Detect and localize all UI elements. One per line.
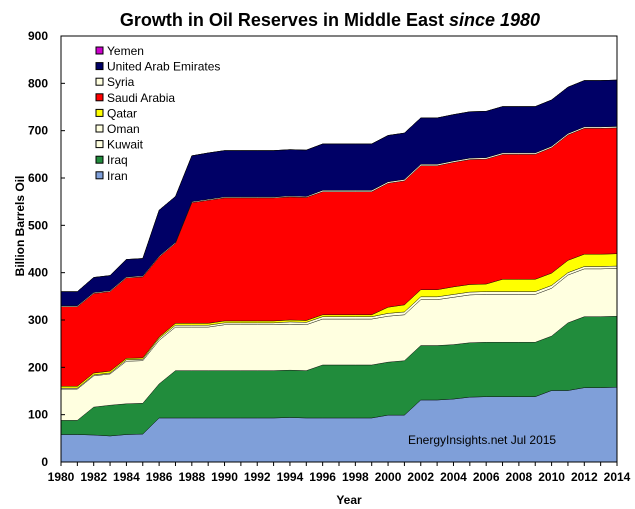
x-tick-label: 1980	[48, 470, 75, 484]
x-tick-label: 1982	[80, 470, 107, 484]
y-tick-label: 800	[28, 76, 48, 90]
x-tick-label: 2004	[440, 470, 467, 484]
y-tick-label: 300	[28, 313, 48, 327]
y-tick-label: 500	[28, 218, 48, 232]
x-tick-label: 2000	[375, 470, 402, 484]
y-axis-label: Billion Barrels Oil	[13, 176, 27, 277]
legend-swatch	[95, 155, 104, 164]
legend-label: Yemen	[107, 44, 144, 58]
x-tick-label: 2002	[407, 470, 434, 484]
x-tick-label: 1990	[211, 470, 238, 484]
legend-swatch	[95, 171, 104, 180]
y-tick-label: 100	[28, 408, 48, 422]
x-tick-label: 2006	[473, 470, 500, 484]
legend-item-iran: Iran	[95, 169, 128, 183]
legend-label: Kuwait	[107, 138, 144, 152]
chart-title-main: Growth in Oil Reserves in Middle East	[120, 10, 444, 30]
legend-item-syria: Syria	[95, 75, 135, 89]
x-tick-label: 1998	[342, 470, 369, 484]
x-tick-label: 2010	[538, 470, 565, 484]
chart-title-suffix: since 1980	[449, 10, 540, 30]
x-tick-label: 2008	[506, 470, 533, 484]
x-tick-label: 1988	[178, 470, 205, 484]
x-tick-label: 1984	[113, 470, 140, 484]
chart-title: Growth in Oil Reserves in Middle East sin…	[120, 10, 540, 30]
legend-swatch	[95, 77, 104, 86]
legend-item-kuwait: Kuwait	[95, 138, 144, 152]
x-axis-label: Year	[336, 493, 362, 507]
credit-annotation: EnergyInsights.net Jul 2015	[408, 433, 556, 447]
legend-swatch	[95, 93, 104, 102]
x-tick-label: 2014	[604, 470, 631, 484]
legend-item-saudi-arabia: Saudi Arabia	[95, 91, 175, 105]
legend-swatch	[95, 108, 104, 117]
legend-label: Iran	[107, 169, 128, 183]
legend-item-iraq: Iraq	[95, 153, 128, 167]
legend-item-yemen: Yemen	[95, 44, 144, 58]
legend-label: Syria	[107, 75, 135, 89]
legend-label: United Arab Emirates	[107, 60, 220, 74]
legend-item-qatar: Qatar	[95, 106, 137, 120]
x-tick-label: 2012	[571, 470, 598, 484]
legend-item-oman: Oman	[95, 122, 140, 136]
y-tick-label: 400	[28, 266, 48, 280]
y-tick-label: 700	[28, 124, 48, 138]
legend-item-united-arab-emirates: United Arab Emirates	[95, 60, 220, 74]
legend-swatch	[95, 140, 104, 149]
legend-swatch	[95, 62, 104, 71]
x-tick-label: 1986	[146, 470, 173, 484]
legend-label: Iraq	[107, 153, 128, 167]
x-tick-label: 1992	[244, 470, 271, 484]
y-tick-label: 200	[28, 360, 48, 374]
y-tick-label: 600	[28, 171, 48, 185]
legend-label: Oman	[107, 122, 140, 136]
y-tick-label: 0	[41, 455, 48, 469]
legend-swatch	[95, 46, 104, 55]
legend-label: Saudi Arabia	[107, 91, 175, 105]
legend-label: Qatar	[107, 106, 137, 120]
stacked-areas	[60, 79, 618, 463]
legend-swatch	[95, 124, 104, 133]
x-tick-label: 1994	[277, 470, 304, 484]
x-tick-label: 1996	[309, 470, 336, 484]
axes: 0 100 200 300 400 500 600 700 800 900 1980 1982 1984…	[28, 29, 631, 484]
y-tick-label: 900	[28, 29, 48, 43]
